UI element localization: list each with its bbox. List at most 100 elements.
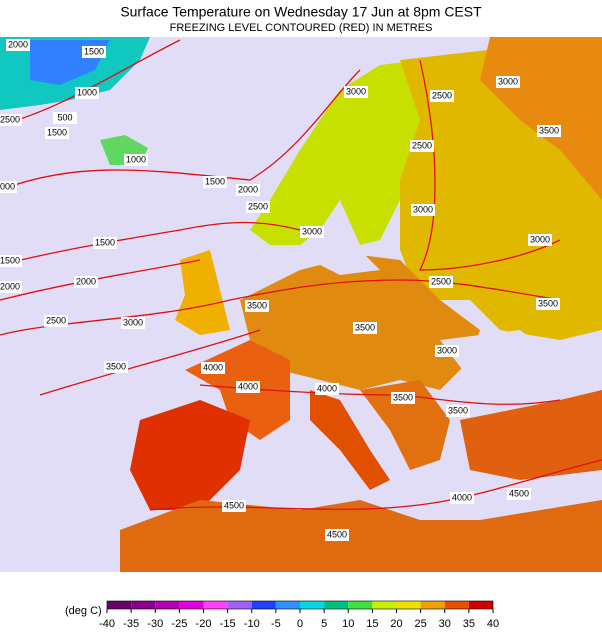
contour-label: 2000: [76, 276, 96, 286]
contour-label: 4000: [452, 492, 472, 502]
contour-label: 1500: [0, 255, 20, 265]
contour-label-bg: [435, 345, 459, 357]
britain: [175, 250, 230, 335]
colorbar-segment: [348, 601, 373, 609]
colorbar-tick-label: 20: [390, 618, 402, 630]
contour-label: 500: [57, 112, 72, 122]
contour-label-bg: [44, 315, 68, 327]
contour-label-bg: [536, 298, 560, 310]
colorbar-segment: [396, 601, 421, 609]
north-africa: [120, 500, 602, 572]
contour-label: 3500: [393, 392, 413, 402]
contour-label-bg: [450, 492, 474, 504]
contour-label-bg: [353, 322, 377, 334]
contour-label: 4500: [224, 500, 244, 510]
colorbar-tick-label: 25: [415, 618, 427, 630]
contour-label: 1500: [47, 127, 67, 137]
contour-label-bg: [496, 76, 520, 88]
contour-label: 2000: [0, 281, 20, 291]
colorbar-tick-label: 40: [487, 618, 499, 630]
contour-label: 1000: [77, 87, 97, 97]
italy: [310, 390, 390, 490]
contour-label-bg: [236, 184, 260, 196]
contour-label-bg: [537, 125, 561, 137]
contour-label-bg: [6, 39, 30, 51]
colorbar-segment: [155, 601, 180, 609]
contour-label: 3500: [355, 322, 375, 332]
turkey: [460, 390, 602, 480]
contour-label: 3000: [413, 204, 433, 214]
contour-label: 2500: [248, 201, 268, 211]
contour-label-bg: [430, 90, 454, 102]
contour-label-bg: [222, 500, 246, 512]
contour-labels: 2000 1500 1000 500 1500 2500 1000 1500 2000 2500 2…: [0, 39, 561, 541]
contour-label-bg: [45, 127, 69, 139]
colorbar-segment: [468, 601, 493, 609]
colorbar-tick-label: 0: [297, 618, 303, 630]
subtitle: FREEZING LEVEL CONTOURED (RED) IN METRES: [170, 22, 433, 34]
colorbar-segment: [300, 601, 325, 609]
contour-label: 2500: [432, 90, 452, 100]
contour-label-bg: [246, 201, 270, 213]
contour-label: 3000: [346, 86, 366, 96]
title: Surface Temperature on Wednesday 17 Jun …: [120, 4, 482, 20]
contour-label: 4500: [327, 529, 347, 539]
baltic-sea: [310, 240, 380, 275]
colorbar-segment: [227, 601, 252, 609]
contour-label: 3500: [448, 405, 468, 415]
contour-label: 2000: [8, 39, 28, 49]
contour-label: 1500: [205, 176, 225, 186]
contour-label: 1000: [126, 154, 146, 164]
colorbar-tick-label: 30: [439, 618, 451, 630]
contour-label: 2000: [238, 184, 258, 194]
contour-label: 1500: [95, 237, 115, 247]
contour-label: 2500: [46, 315, 66, 325]
colorbar-tick-label: -25: [171, 618, 187, 630]
contour-label-bg: [201, 362, 225, 374]
contour-label: 2500: [412, 140, 432, 150]
contour-label-bg: [104, 361, 128, 373]
contour-label: 2000: [0, 181, 15, 191]
contour-label-bg: [411, 204, 435, 216]
black-sea: [440, 330, 560, 380]
contour-label-bg: [74, 276, 98, 288]
contour-label: 3500: [539, 125, 559, 135]
contour-label-bg: [446, 405, 470, 417]
contour-label-bg: [507, 488, 531, 500]
contour-label: 4000: [203, 362, 223, 372]
colorbar-segment: [203, 601, 228, 609]
scandinavia: [250, 60, 430, 245]
contour-label-bg: [236, 381, 260, 393]
contour-label: 3000: [302, 226, 322, 236]
colorbar-tick-label: 5: [321, 618, 327, 630]
contour-label: 3500: [247, 300, 267, 310]
balkans: [360, 380, 450, 470]
contour-label-bg: [325, 529, 349, 541]
contour-label-bg: [75, 87, 99, 99]
colorbar-segment: [444, 601, 469, 609]
contour-label-bg: [0, 255, 22, 267]
contour-label: 3000: [123, 317, 143, 327]
contour-label: 4500: [509, 488, 529, 498]
contour-label: 4000: [238, 381, 258, 391]
colorbar-tick-label: -30: [147, 618, 163, 630]
contour-label-bg: [300, 226, 324, 238]
contour-label: 3500: [538, 298, 558, 308]
contour-label-bg: [315, 383, 339, 395]
map: 2000 1500 1000 500 1500 2500 1000 1500 2000 2500 2…: [0, 37, 602, 572]
colorbar-segment: [275, 601, 300, 609]
colorbar-segment: [131, 601, 156, 609]
contour-label-bg: [203, 176, 227, 188]
colorbar-tick-label: 15: [366, 618, 378, 630]
contour-label-bg: [82, 46, 106, 58]
contour-label-bg: [0, 181, 17, 193]
colorbar: -40 -35 -30 -25 -20 -15 -10 -5 0 5 10 15 20 25 30 35 40: [99, 600, 499, 630]
contour-label: 3500: [106, 361, 126, 371]
contour-label-bg: [528, 234, 552, 246]
colorbar-segment: [179, 601, 204, 609]
colorbar-tick-label: -35: [123, 618, 139, 630]
colorbar-tick-label: 35: [463, 618, 475, 630]
colorbar-tick-label: -10: [244, 618, 260, 630]
contour-label: 3000: [530, 234, 550, 244]
